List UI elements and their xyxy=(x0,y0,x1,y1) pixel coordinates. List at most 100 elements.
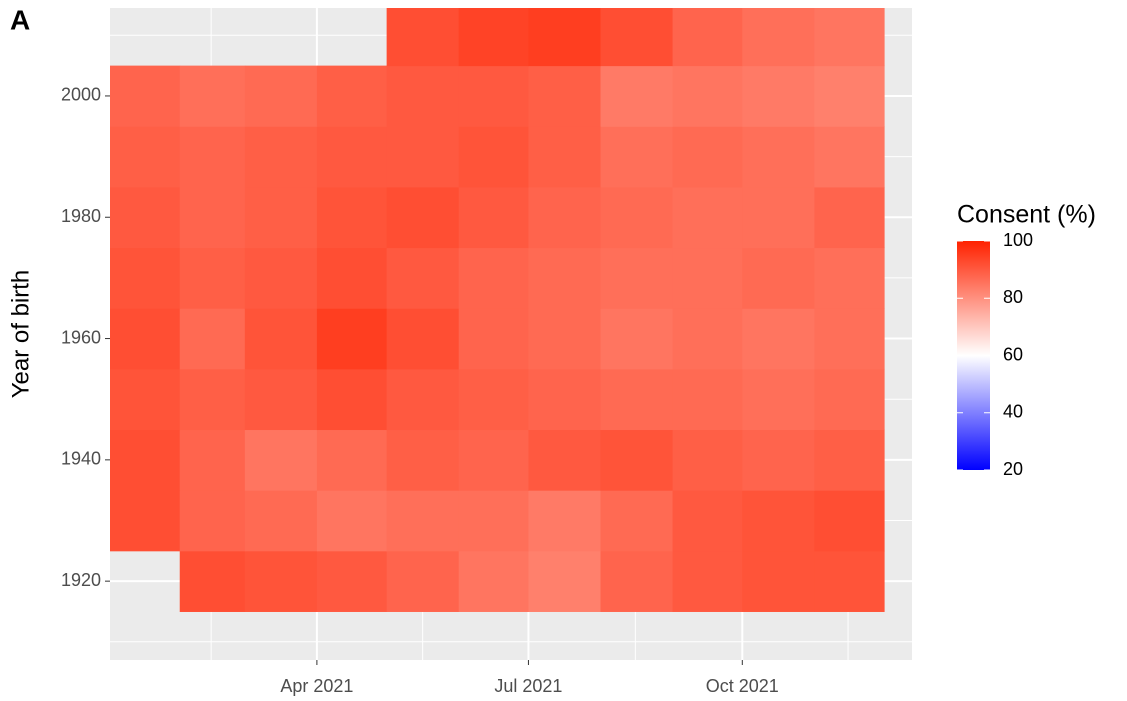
heat-cell xyxy=(814,8,885,67)
heat-cell xyxy=(244,429,318,491)
heat-cell xyxy=(244,126,318,188)
heat-cell xyxy=(244,550,318,612)
heat-cell xyxy=(742,429,815,491)
heat-cell xyxy=(528,186,601,249)
heat-cell xyxy=(742,126,815,188)
x-tick-label: Jul 2021 xyxy=(494,676,562,696)
heat-cell xyxy=(600,186,674,249)
heat-cell xyxy=(386,247,460,309)
y-tick-label: 2000 xyxy=(61,85,101,105)
heat-cell xyxy=(244,186,318,249)
legend-tick-label: 100 xyxy=(1003,230,1033,250)
heat-cell xyxy=(458,65,529,127)
heat-cell xyxy=(600,65,674,127)
heat-cell xyxy=(316,368,388,431)
heat-cell xyxy=(528,65,601,127)
panel-label: A xyxy=(10,4,30,35)
heat-cell xyxy=(814,126,885,188)
heat-cell xyxy=(672,308,743,370)
legend-tick-label: 40 xyxy=(1003,402,1023,422)
heat-cell xyxy=(742,368,815,431)
heat-cell xyxy=(244,490,318,552)
heat-cell xyxy=(672,186,743,249)
heat-cell xyxy=(672,368,743,431)
y-tick-label: 1920 xyxy=(61,570,101,590)
heat-cell xyxy=(110,126,181,188)
heat-cell xyxy=(528,126,601,188)
heat-cell xyxy=(244,247,318,309)
heat-cell xyxy=(179,247,246,309)
heat-cell xyxy=(528,8,601,67)
heat-cell xyxy=(244,368,318,431)
legend-tick-label: 60 xyxy=(1003,344,1023,364)
heat-cell xyxy=(110,186,181,249)
heat-cell xyxy=(600,247,674,309)
heat-cell xyxy=(458,126,529,188)
heat-cell xyxy=(742,8,815,67)
heat-cell xyxy=(600,490,674,552)
heat-cell xyxy=(458,368,529,431)
heat-cell xyxy=(458,186,529,249)
heat-cell xyxy=(672,126,743,188)
heat-cell xyxy=(742,65,815,127)
heat-cell xyxy=(244,65,318,127)
legend-tick-label: 80 xyxy=(1003,287,1023,307)
heat-cell xyxy=(316,186,388,249)
heat-cell xyxy=(179,490,246,552)
heat-cell xyxy=(316,490,388,552)
heat-cell xyxy=(528,490,601,552)
heat-cell xyxy=(110,308,181,370)
heat-cell xyxy=(814,490,885,552)
heat-cell xyxy=(600,126,674,188)
heat-cell xyxy=(458,247,529,309)
heat-cell xyxy=(110,490,181,552)
heat-cell xyxy=(814,65,885,127)
heat-cell xyxy=(528,247,601,309)
heat-cell xyxy=(179,186,246,249)
y-axis-label: Year of birth xyxy=(7,270,34,399)
heat-cell xyxy=(742,186,815,249)
heat-cell xyxy=(179,550,246,612)
heat-cell xyxy=(386,368,460,431)
heat-cell xyxy=(110,368,181,431)
heat-cell xyxy=(600,308,674,370)
heat-cell xyxy=(179,65,246,127)
heat-cell xyxy=(742,308,815,370)
heat-cell xyxy=(672,550,743,612)
heat-cell xyxy=(179,429,246,491)
heat-cell xyxy=(672,65,743,127)
heat-cell xyxy=(814,308,885,370)
heat-cell xyxy=(316,429,388,491)
y-tick-label: 1980 xyxy=(61,206,101,226)
heat-cell xyxy=(458,429,529,491)
heat-cell xyxy=(316,65,388,127)
heat-cell xyxy=(386,126,460,188)
heat-cell xyxy=(458,8,529,67)
heat-cell xyxy=(814,429,885,491)
heat-cell xyxy=(386,308,460,370)
heat-cell xyxy=(528,368,601,431)
heat-cell xyxy=(528,308,601,370)
heat-cell xyxy=(742,247,815,309)
heat-cell xyxy=(179,308,246,370)
heat-cell xyxy=(458,308,529,370)
heat-cell xyxy=(814,247,885,309)
heat-cell xyxy=(600,8,674,67)
x-tick-label: Oct 2021 xyxy=(706,676,779,696)
heat-cell xyxy=(386,8,460,67)
heat-cell xyxy=(386,490,460,552)
heat-cell xyxy=(672,8,743,67)
heat-cell xyxy=(386,429,460,491)
heat-cell xyxy=(742,550,815,612)
heat-cell xyxy=(316,126,388,188)
heat-cell xyxy=(316,308,388,370)
heat-cell xyxy=(244,308,318,370)
legend-title: Consent (%) xyxy=(957,201,1096,229)
heat-cell xyxy=(316,550,388,612)
heat-cell xyxy=(672,429,743,491)
heat-cell xyxy=(672,490,743,552)
heat-cell xyxy=(600,368,674,431)
heat-cell xyxy=(528,550,601,612)
x-tick-label: Apr 2021 xyxy=(280,676,353,696)
